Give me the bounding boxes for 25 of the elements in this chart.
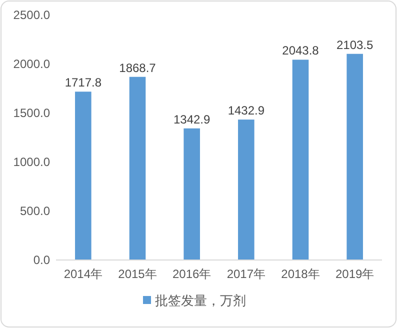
data-label: 2043.8 [282, 44, 320, 58]
data-label: 1717.8 [64, 76, 102, 90]
data-label: 1432.9 [228, 104, 265, 118]
x-tick-label: 2015年 [118, 267, 157, 281]
y-tick-label: 1500.0 [13, 106, 50, 120]
y-tick-label: 1000.0 [13, 155, 50, 169]
data-label: 2103.5 [336, 38, 374, 52]
x-tick-label: 2019年 [335, 267, 374, 281]
x-tick-label: 2018年 [281, 267, 320, 281]
y-tick-label: 2000.0 [13, 57, 50, 71]
data-label: 1342.9 [173, 112, 211, 126]
y-tick-label: 500.0 [20, 204, 50, 218]
legend-label: 批签发量，万剂 [155, 293, 246, 308]
bar [292, 60, 309, 260]
x-tick-label: 2017年 [226, 267, 266, 281]
y-tick-label: 2500.0 [13, 8, 50, 22]
y-tick-label: 0.0 [33, 253, 50, 267]
bar [75, 92, 92, 260]
bar [346, 54, 363, 260]
bar [238, 120, 254, 260]
x-tick-label: 2014年 [64, 267, 103, 281]
data-label: 1868.7 [119, 60, 156, 75]
bar [184, 128, 200, 260]
bar [129, 76, 146, 260]
x-tick-label: 2016年 [172, 267, 212, 281]
